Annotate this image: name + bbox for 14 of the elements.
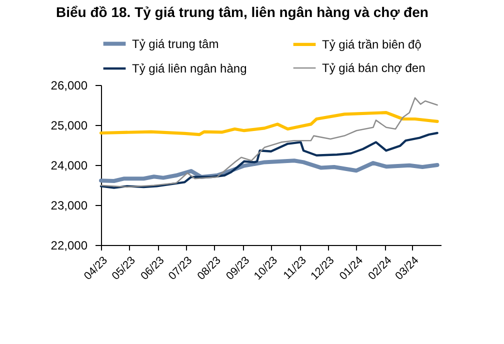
y-tick-label: 23,000	[50, 198, 88, 212]
line-series	[99, 111, 439, 136]
y-tick-label: 24,000	[50, 158, 88, 172]
legend-label: Tỷ giá liên ngân hàng	[132, 62, 247, 76]
legend-label: Tỷ giá bán chợ đen	[322, 61, 426, 75]
line-series	[100, 97, 438, 188]
chart-title: Biểu đồ 18. Tỷ giá trung tâm, liên ngân hàng và chợ đen	[56, 4, 428, 20]
line-series	[99, 158, 440, 183]
legend-label: Tỷ giá trần biên độ	[322, 37, 422, 52]
line-series	[100, 132, 438, 189]
legend-label: Tỷ giá trung tâm	[132, 36, 219, 51]
y-tick-label: 22,000	[50, 238, 88, 252]
y-tick-label: 25,000	[50, 118, 88, 132]
y-tick-label: 26,000	[50, 78, 88, 92]
